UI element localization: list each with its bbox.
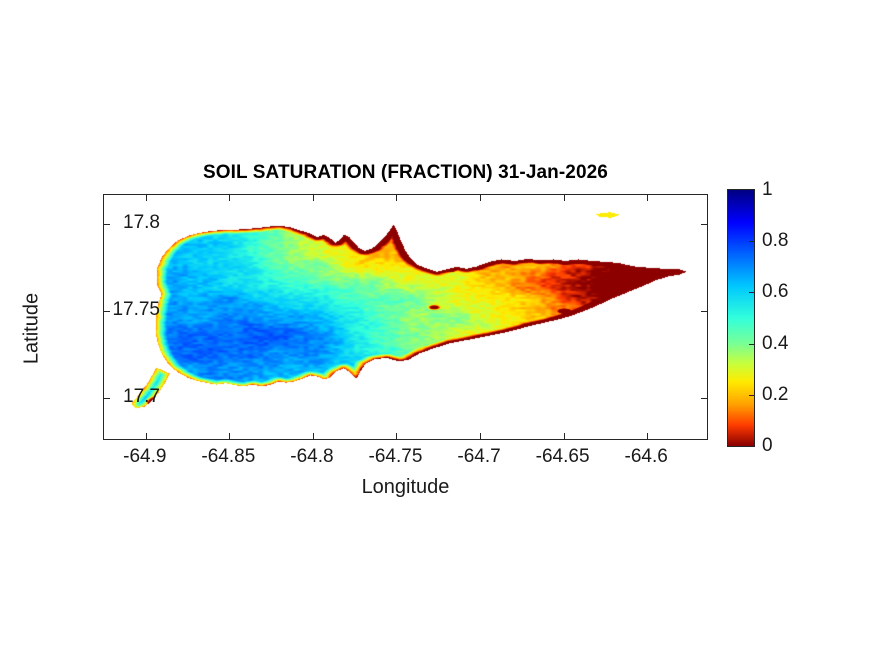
- x-tick-label-0: -64.9: [123, 446, 167, 467]
- x-tick-4: [480, 195, 482, 201]
- y-tick-1: [104, 311, 110, 313]
- colorbar-label-1: 0.2: [762, 383, 789, 405]
- x-axis-label: Longitude: [361, 476, 450, 498]
- y-tick-2: [701, 224, 707, 226]
- x-tick-5: [563, 195, 565, 201]
- colorbar-label-3: 0.6: [762, 281, 789, 303]
- x-tick-6: [647, 433, 649, 439]
- colorbar: [727, 189, 755, 447]
- colorbar-label-5: 1: [762, 179, 773, 200]
- x-tick-2: [312, 195, 314, 201]
- x-tick-4: [480, 433, 482, 439]
- colorbar-label-2: 0.4: [762, 332, 789, 354]
- x-tick-3: [396, 195, 398, 201]
- colorbar-tick-4: [749, 241, 754, 243]
- x-tick-label-2: -64.8: [290, 446, 334, 467]
- x-tick-label-3: -64.75: [368, 446, 423, 467]
- x-tick-label-6: -64.6: [624, 446, 668, 467]
- y-tick-2: [104, 224, 110, 226]
- colorbar-gradient: [728, 190, 754, 446]
- x-tick-5: [563, 433, 565, 439]
- x-tick-0: [145, 195, 147, 201]
- y-tick-label-0: 17.7: [123, 385, 160, 407]
- y-tick-1: [701, 311, 707, 313]
- soil-saturation-heatmap: [104, 195, 707, 439]
- x-tick-2: [312, 433, 314, 439]
- x-tick-1: [229, 433, 231, 439]
- y-tick-label-2: 17.8: [123, 212, 160, 234]
- y-tick-label-1: 17.75: [112, 299, 160, 321]
- y-tick-0: [104, 397, 110, 399]
- y-tick-0: [701, 397, 707, 399]
- colorbar-tick-3: [749, 292, 754, 294]
- colorbar-tick-1: [749, 394, 754, 396]
- y-axis-label: Latitude: [20, 292, 43, 365]
- x-tick-label-1: -64.85: [201, 446, 256, 467]
- colorbar-label-4: 0.8: [762, 230, 789, 252]
- chart-title: SOIL SATURATION (FRACTION) 31-Jan-2026: [203, 162, 608, 183]
- colorbar-label-0: 0: [762, 435, 773, 456]
- x-tick-label-4: -64.7: [457, 446, 501, 467]
- map-axes[interactable]: [103, 194, 708, 440]
- x-tick-3: [396, 433, 398, 439]
- x-tick-label-5: -64.65: [535, 446, 590, 467]
- x-tick-6: [647, 195, 649, 201]
- colorbar-tick-2: [749, 343, 754, 345]
- x-tick-1: [229, 195, 231, 201]
- x-tick-0: [145, 433, 147, 439]
